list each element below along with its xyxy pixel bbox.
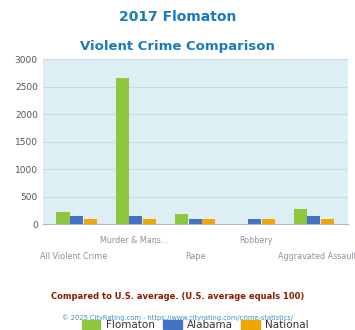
Text: Aggravated Assault: Aggravated Assault — [278, 252, 355, 261]
Text: © 2025 CityRating.com - https://www.cityrating.com/crime-statistics/: © 2025 CityRating.com - https://www.city… — [62, 314, 293, 321]
Bar — [248, 219, 261, 224]
Bar — [175, 214, 188, 224]
Bar — [321, 219, 334, 224]
Bar — [70, 216, 83, 224]
Text: Violent Crime Comparison: Violent Crime Comparison — [80, 40, 275, 52]
Bar — [143, 219, 156, 224]
Text: Murder & Mans...: Murder & Mans... — [100, 236, 168, 245]
Text: 2017 Flomaton: 2017 Flomaton — [119, 10, 236, 24]
Bar — [189, 219, 202, 224]
Bar — [84, 219, 97, 224]
Bar — [116, 78, 129, 224]
Text: Compared to U.S. average. (U.S. average equals 100): Compared to U.S. average. (U.S. average … — [51, 292, 304, 301]
Bar — [202, 219, 215, 224]
Text: Rape: Rape — [185, 252, 206, 261]
Bar — [294, 209, 307, 224]
Text: Robbery: Robbery — [240, 236, 273, 245]
Bar — [56, 212, 70, 224]
Bar — [262, 219, 275, 224]
Text: All Violent Crime: All Violent Crime — [39, 252, 107, 261]
Bar — [130, 215, 142, 224]
Bar — [307, 216, 320, 224]
Legend: Flomaton, Alabama, National: Flomaton, Alabama, National — [77, 315, 313, 330]
